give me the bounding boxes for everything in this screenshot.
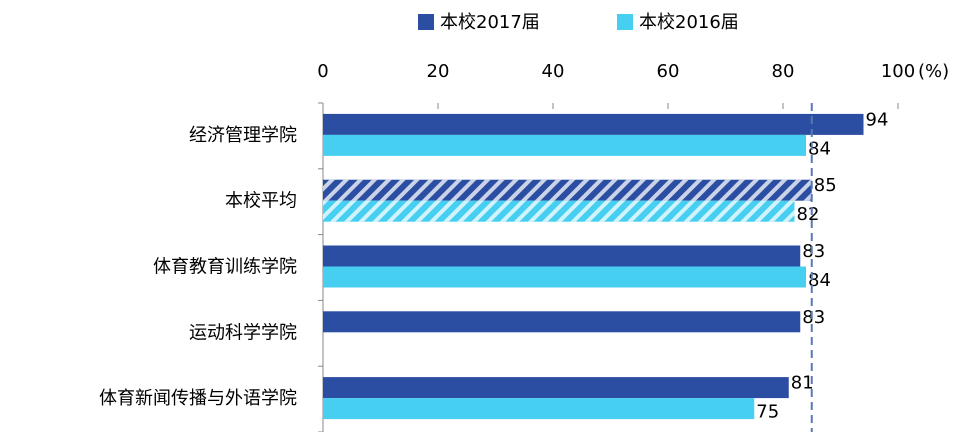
data-label: 75 (756, 402, 779, 423)
data-label: 84 (808, 270, 831, 291)
category-label: 体育教育训练学院 (153, 257, 297, 278)
x-tick-label: 60 (657, 61, 680, 82)
data-label: 83 (802, 241, 825, 262)
legend-swatch (617, 14, 633, 30)
x-tick-label: 80 (772, 61, 795, 82)
x-tick-label: 100 (881, 61, 915, 82)
category-label: 经济管理学院 (189, 125, 297, 146)
data-label: 81 (791, 373, 814, 394)
bar-hatch (323, 200, 795, 222)
x-unit: (%) (918, 61, 949, 82)
bar (323, 398, 755, 420)
data-label: 82 (797, 204, 820, 225)
category-label: 本校平均 (225, 191, 297, 212)
bar (323, 245, 801, 267)
x-tick-label: 20 (427, 61, 450, 82)
legend-swatch (418, 14, 434, 30)
data-label: 84 (808, 138, 831, 159)
category-label: 运动科学学院 (189, 322, 297, 343)
data-label: 85 (814, 175, 837, 196)
category-label: 体育新闻传播与外语学院 (99, 388, 297, 409)
bar (323, 266, 806, 288)
bar (323, 311, 801, 333)
bar (323, 377, 789, 399)
data-label: 83 (802, 307, 825, 328)
legend-label: 本校2017届 (440, 12, 540, 33)
bar (323, 113, 864, 135)
data-label: 94 (866, 109, 889, 130)
x-tick-label: 40 (542, 61, 565, 82)
bar (323, 134, 806, 156)
x-tick-label: 0 (317, 61, 328, 82)
legend-label: 本校2016届 (639, 12, 739, 33)
bar-hatch (323, 179, 812, 201)
